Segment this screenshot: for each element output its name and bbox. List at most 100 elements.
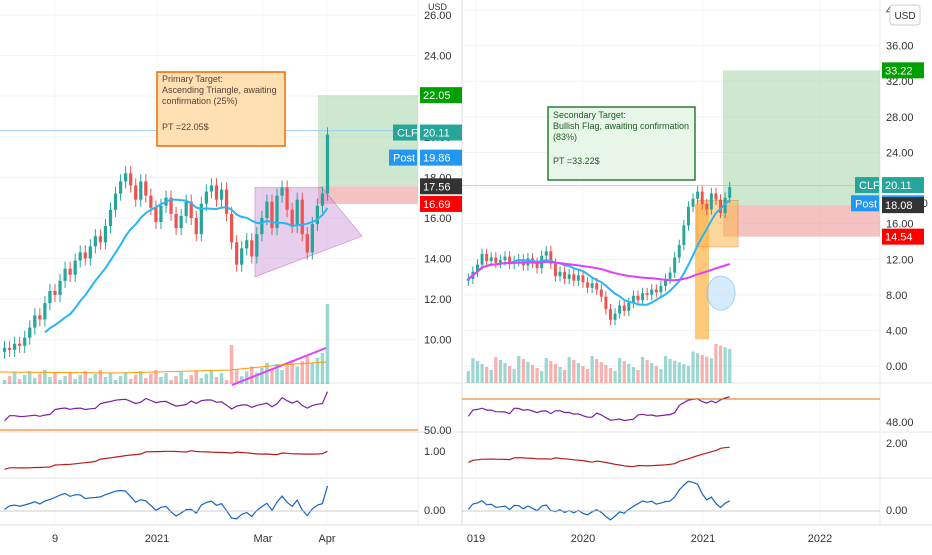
candle-body[interactable]	[485, 253, 489, 262]
candle-body[interactable]	[149, 195, 153, 208]
candle-body[interactable]	[13, 343, 17, 350]
candle-body[interactable]	[224, 189, 229, 214]
candle-body[interactable]	[728, 187, 732, 198]
candle-body[interactable]	[567, 274, 571, 279]
candle-body[interactable]	[576, 275, 580, 281]
candle-body[interactable]	[622, 305, 626, 311]
candle-body[interactable]	[2, 347, 7, 352]
candle-body[interactable]	[118, 181, 123, 194]
candle-body[interactable]	[641, 293, 645, 301]
candle-body[interactable]	[38, 315, 42, 320]
candle-body[interactable]	[686, 206, 690, 226]
candle-body[interactable]	[235, 242, 239, 265]
candle-body[interactable]	[466, 278, 470, 281]
candle-body[interactable]	[682, 225, 686, 246]
candle-body[interactable]	[214, 185, 219, 200]
candle-body[interactable]	[18, 343, 22, 346]
candle-body[interactable]	[563, 271, 567, 279]
candle-body[interactable]	[53, 291, 57, 296]
candle-body[interactable]	[494, 257, 498, 263]
candle-body[interactable]	[229, 213, 234, 243]
candle-body[interactable]	[650, 289, 654, 295]
candle-body[interactable]	[305, 234, 309, 253]
candle-body[interactable]	[48, 291, 52, 304]
candle-body[interactable]	[535, 262, 539, 269]
candle-body[interactable]	[265, 201, 269, 218]
candle-body[interactable]	[43, 303, 47, 320]
candle-body[interactable]	[209, 185, 214, 192]
candle-body[interactable]	[636, 295, 640, 301]
candle-body[interactable]	[275, 195, 279, 229]
candle-body[interactable]	[595, 283, 599, 290]
candle-body[interactable]	[558, 271, 562, 277]
currency-button[interactable]: USD	[889, 4, 921, 26]
candle-body[interactable]	[604, 296, 608, 310]
candle-body[interactable]	[723, 197, 727, 213]
candle-body[interactable]	[108, 209, 113, 227]
candle-body[interactable]	[23, 337, 27, 346]
candle-body[interactable]	[113, 193, 118, 210]
candle-body[interactable]	[709, 193, 713, 210]
candle-body[interactable]	[553, 263, 557, 277]
candle-body[interactable]	[572, 274, 576, 281]
candle-body[interactable]	[103, 226, 108, 243]
candle-body[interactable]	[98, 236, 103, 243]
candle-body[interactable]	[503, 256, 507, 261]
candle-body[interactable]	[618, 305, 622, 314]
candle-body[interactable]	[677, 245, 681, 258]
candle-body[interactable]	[581, 275, 585, 283]
candle-body[interactable]	[696, 191, 700, 199]
candle-body[interactable]	[310, 224, 314, 253]
candle-body[interactable]	[245, 240, 249, 249]
candle-body[interactable]	[7, 347, 12, 350]
candle-body[interactable]	[613, 313, 617, 320]
candle-body[interactable]	[204, 191, 208, 204]
candle-body[interactable]	[691, 198, 695, 207]
candle-body[interactable]	[33, 315, 37, 328]
candle-body[interactable]	[73, 260, 77, 275]
candle-body[interactable]	[134, 185, 138, 200]
candle-body[interactable]	[194, 217, 198, 235]
candle-body[interactable]	[250, 240, 254, 257]
candle-body[interactable]	[586, 282, 590, 288]
candle-body[interactable]	[285, 187, 289, 210]
candle-body[interactable]	[659, 285, 663, 293]
candle-body[interactable]	[664, 278, 667, 286]
candle-body[interactable]	[480, 253, 484, 265]
candle-body[interactable]	[325, 134, 330, 194]
primary-target-annotation[interactable]: Primary Target: Ascending Triangle, awai…	[156, 71, 286, 147]
candle-body[interactable]	[608, 309, 612, 320]
secondary-target-annotation[interactable]: Secondary Target: Bullish Flag, awaiting…	[547, 106, 696, 181]
candles-layer[interactable]	[2, 127, 732, 359]
candle-body[interactable]	[290, 209, 294, 227]
candle-body[interactable]	[673, 257, 677, 273]
candle-body[interactable]	[88, 246, 92, 259]
candle-body[interactable]	[627, 302, 631, 311]
candle-body[interactable]	[255, 234, 259, 257]
candle-body[interactable]	[68, 268, 72, 275]
candle-body[interactable]	[599, 289, 603, 297]
candle-body[interactable]	[631, 295, 635, 303]
candle-body[interactable]	[159, 205, 163, 222]
candle-body[interactable]	[63, 268, 67, 281]
candle-body[interactable]	[489, 257, 493, 262]
candle-body[interactable]	[549, 251, 553, 264]
candle-body[interactable]	[78, 252, 82, 261]
candle-body[interactable]	[28, 327, 32, 338]
candle-body[interactable]	[719, 199, 723, 213]
candle-body[interactable]	[700, 191, 704, 205]
candle-body[interactable]	[590, 283, 594, 288]
candle-body[interactable]	[714, 193, 718, 200]
candle-body[interactable]	[260, 217, 264, 235]
candle-body[interactable]	[705, 204, 709, 210]
candle-body[interactable]	[154, 207, 158, 222]
candle-body[interactable]	[169, 197, 173, 214]
candle-body[interactable]	[508, 256, 512, 264]
candle-body[interactable]	[280, 187, 284, 196]
candle-body[interactable]	[179, 215, 183, 229]
candle-body[interactable]	[475, 264, 479, 272]
candle-body[interactable]	[240, 248, 244, 265]
candle-body[interactable]	[219, 189, 224, 200]
candle-body[interactable]	[189, 201, 193, 218]
